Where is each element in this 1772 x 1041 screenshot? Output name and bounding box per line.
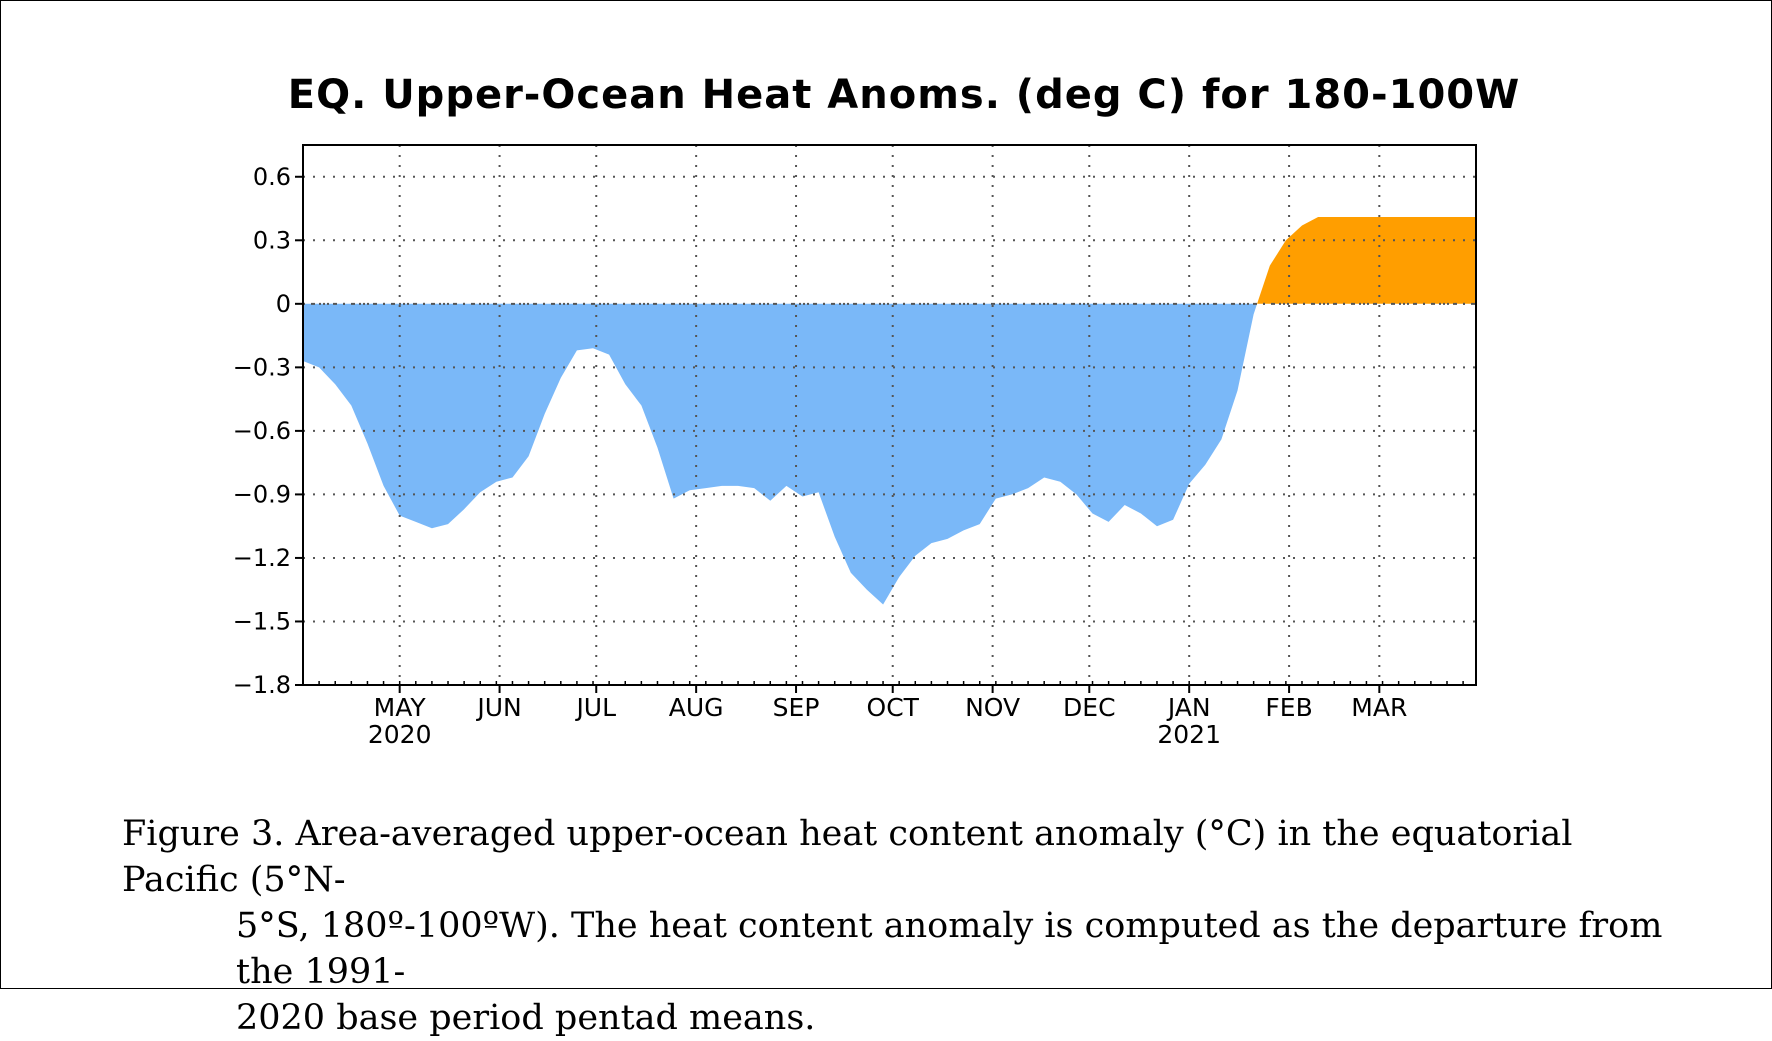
x-tick-label: MAY <box>374 693 427 722</box>
x-year-label: 2021 <box>1157 720 1221 749</box>
y-tick-label: 0.3 <box>253 226 291 254</box>
x-tick-label: SEP <box>773 693 820 722</box>
y-tick-label: −0.9 <box>233 480 291 508</box>
x-tick-label: JUN <box>475 693 521 722</box>
x-tick-label: NOV <box>965 693 1020 722</box>
plot-border <box>302 144 1477 686</box>
y-tick-label: −1.5 <box>233 607 291 635</box>
x-tick-label: MAR <box>1351 693 1407 722</box>
caption-line-2: 5°S, 180º-100ºW). The heat content anoma… <box>236 906 1663 992</box>
y-tick-label: −0.6 <box>233 417 291 445</box>
caption-line-1: Figure 3. Area-averaged upper-ocean heat… <box>122 814 1573 900</box>
chart-title: EQ. Upper-Ocean Heat Anoms. (deg C) for … <box>288 72 1520 118</box>
x-tick-label: FEB <box>1265 693 1312 722</box>
y-tick-label: 0.6 <box>253 163 291 191</box>
x-tick-label: OCT <box>867 693 920 722</box>
y-tick-label: −1.2 <box>233 544 291 572</box>
caption-line-3: 2020 base period pentad means. <box>236 998 816 1038</box>
y-tick-label: −0.3 <box>233 353 291 381</box>
plot-fill-layer <box>303 217 1476 605</box>
y-axis: 0.6 0.3 0 −0.3 −0.6 −0.9 −1.2 −1.5 −1.8 <box>233 163 303 699</box>
x-tick-label: AUG <box>669 693 724 722</box>
grid-layer <box>303 145 1476 685</box>
y-tick-label: −1.8 <box>233 671 291 699</box>
heat-anomaly-chart: EQ. Upper-Ocean Heat Anoms. (deg C) for … <box>233 72 1520 749</box>
x-year-label: 2020 <box>368 720 432 749</box>
y-tick-label: 0 <box>276 290 291 318</box>
x-tick-label: JAN <box>1166 693 1211 722</box>
x-tick-label: DEC <box>1063 693 1116 722</box>
x-tick-label: JUL <box>574 693 616 722</box>
negative-anomaly-area <box>303 303 1258 605</box>
figure-caption: Figure 3. Area-averaged upper-ocean heat… <box>122 811 1682 1041</box>
positive-anomaly-area <box>1257 217 1476 304</box>
